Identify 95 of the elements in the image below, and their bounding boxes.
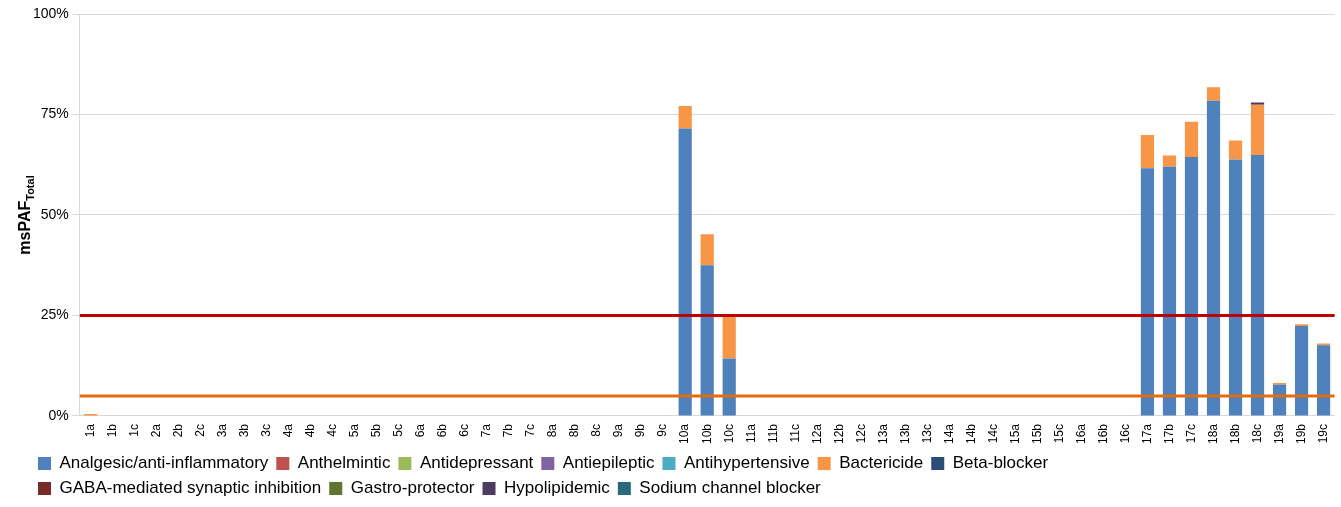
x-tick-label: 14b: [963, 423, 978, 445]
bar: [1228, 159, 1243, 416]
x-tick-label: 11c: [787, 423, 802, 443]
x-tick-label: 6a: [413, 423, 428, 438]
x-tick-label: 11a: [743, 423, 758, 444]
bar: [722, 317, 736, 359]
x-tick-label: 1b: [105, 423, 120, 438]
legend-label: Beta-blocker: [952, 453, 1049, 473]
y-axis-title: msPAFTotal: [16, 175, 36, 255]
x-tick-label: 18a: [1205, 423, 1220, 445]
x-tick-label: 15c: [1051, 423, 1066, 444]
x-tick-label: 6b: [435, 423, 450, 438]
x-tick-label: 8c: [589, 423, 604, 437]
legend-label: Antihypertensive: [683, 453, 810, 473]
x-tick-label: 11b: [765, 423, 780, 444]
x-tick-label: 9c: [655, 423, 670, 437]
legend-label: Sodium channel blocker: [639, 478, 822, 498]
x-tick-label: 9b: [633, 423, 648, 438]
legend-label: Bactericide: [839, 453, 924, 473]
legend-label: Antidepressant: [419, 453, 534, 473]
x-tick-label: 9a: [611, 423, 626, 438]
x-tick-label: 1a: [83, 423, 98, 438]
bar: [1140, 168, 1155, 416]
x-tick-label: 13b: [897, 423, 912, 445]
x-tick-label: 8b: [567, 423, 582, 438]
x-tick-label: 16c: [1117, 423, 1132, 444]
y-tick-label: 50%: [40, 205, 69, 222]
legend-label: Gastro-protector: [350, 478, 475, 498]
bar: [1162, 166, 1177, 416]
x-tick-label: 4a: [281, 423, 296, 438]
x-tick-label: 18c: [1249, 423, 1264, 444]
bar: [1250, 102, 1265, 105]
bar: [678, 106, 692, 129]
bar: [700, 265, 714, 416]
x-tick-label: 2c: [193, 423, 208, 437]
x-tick-label: 19b: [1293, 423, 1308, 445]
x-tick-label: 6c: [457, 423, 472, 437]
bar: [1228, 140, 1243, 160]
bar: [1140, 135, 1155, 169]
x-tick-label: 16a: [1073, 423, 1088, 445]
bar: [1316, 345, 1331, 416]
y-tick-label: 0%: [48, 406, 69, 423]
bar: [700, 234, 714, 266]
x-tick-label: 17c: [1183, 423, 1198, 444]
x-tick-label: 5b: [369, 423, 384, 438]
x-tick-label: 14c: [985, 423, 1000, 444]
x-tick-label: 8a: [545, 423, 560, 438]
legend-label: Anthelmintic: [297, 453, 391, 473]
x-tick-label: 7b: [501, 423, 516, 438]
x-tick-label: 4b: [303, 423, 318, 438]
bar: [1184, 157, 1199, 416]
x-tick-label: 7c: [523, 423, 538, 437]
x-tick-label: 15b: [1029, 423, 1044, 445]
x-tick-label: 2b: [171, 423, 186, 438]
y-tick-label: 100%: [32, 4, 69, 21]
x-tick-label: 15a: [1007, 423, 1022, 445]
y-tick-label: 25%: [40, 306, 69, 323]
bar: [678, 128, 692, 416]
x-tick-label: 19c: [1315, 423, 1330, 444]
bar: [1250, 104, 1265, 156]
x-tick-label: 12a: [809, 423, 824, 445]
bar: [1162, 155, 1177, 167]
x-tick-label: 4c: [325, 423, 340, 437]
x-tick-label: 17b: [1161, 423, 1176, 445]
x-tick-label: 18b: [1227, 423, 1242, 445]
x-tick-label: 14a: [941, 423, 956, 445]
x-tick-label: 12b: [831, 423, 846, 445]
x-tick-label: 5c: [391, 423, 406, 437]
bar: [1206, 87, 1221, 101]
legend-label: Hypolipidemic: [504, 478, 611, 498]
x-tick-label: 3a: [215, 423, 230, 438]
legend-label: Analgesic/anti-inflammatory: [59, 453, 269, 473]
x-tick-label: 5a: [347, 423, 362, 438]
x-tick-label: 17a: [1139, 423, 1154, 445]
y-tick-label: 75%: [40, 105, 69, 122]
x-tick-label: 3c: [259, 423, 274, 437]
x-tick-label: 7a: [479, 423, 494, 438]
x-tick-label: 12c: [853, 423, 868, 444]
x-tick-label: 10a: [677, 423, 692, 445]
bar: [1294, 325, 1309, 416]
bar: [1250, 155, 1265, 416]
x-tick-label: 13c: [919, 423, 934, 444]
x-tick-label: 3b: [237, 423, 252, 438]
x-tick-label: 10b: [699, 423, 714, 445]
bar: [1206, 100, 1221, 416]
legend-label: GABA-mediated synaptic inhibition: [59, 478, 322, 498]
bar: [1184, 121, 1199, 158]
x-tick-label: 1c: [127, 423, 142, 437]
x-tick-label: 13a: [875, 423, 890, 445]
x-tick-label: 16b: [1095, 423, 1110, 445]
bar: [722, 358, 736, 416]
x-tick-label: 10c: [721, 423, 736, 444]
legend-label: Antiepileptic: [562, 453, 655, 473]
x-tick-label: 19a: [1271, 423, 1286, 445]
x-tick-label: 2a: [149, 423, 164, 438]
